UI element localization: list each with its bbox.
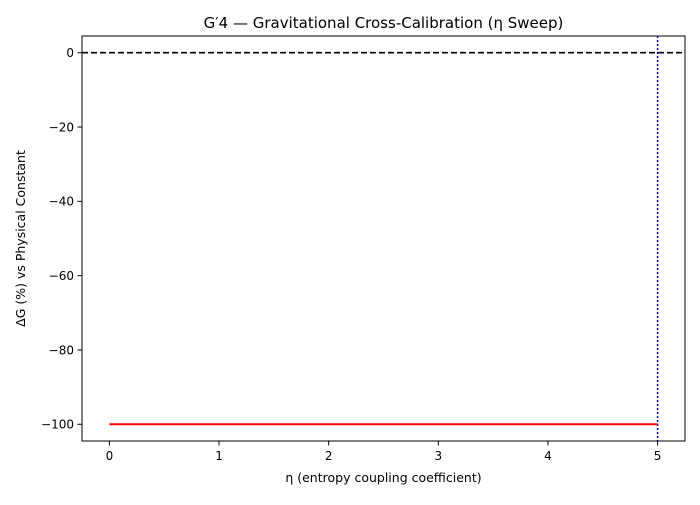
y-tick-label: −40 bbox=[49, 195, 74, 209]
y-axis-label: ΔG (%) vs Physical Constant bbox=[13, 150, 28, 327]
ticks-layer: 0 1 2 3 4 5 0 −20 −40 −60 −80 −100 bbox=[41, 46, 661, 463]
plot-layer bbox=[82, 36, 685, 441]
x-tick-label: 2 bbox=[325, 449, 333, 463]
y-tick-label: −80 bbox=[49, 343, 74, 357]
chart-title: G′4 — Gravitational Cross-Calibration (η… bbox=[204, 14, 564, 32]
x-tick-label: 1 bbox=[215, 449, 223, 463]
y-tick-label: −60 bbox=[49, 269, 74, 283]
x-tick-label: 3 bbox=[434, 449, 442, 463]
plot-area-frame bbox=[81, 35, 686, 442]
x-tick-label: 0 bbox=[106, 449, 114, 463]
y-tick-label: 0 bbox=[66, 46, 74, 60]
y-tick-label: −20 bbox=[49, 120, 74, 134]
x-axis-label: η (entropy coupling coefficient) bbox=[285, 470, 481, 485]
y-tick-label: −100 bbox=[41, 418, 74, 432]
x-tick-label: 4 bbox=[544, 449, 552, 463]
x-tick-label: 5 bbox=[654, 449, 662, 463]
